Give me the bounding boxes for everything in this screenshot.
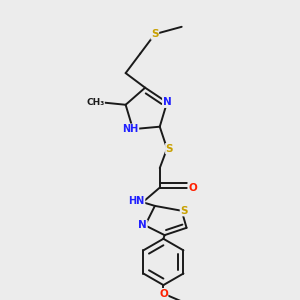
Text: S: S [166,144,173,154]
Text: S: S [151,29,159,39]
Text: N: N [138,220,147,230]
Text: S: S [180,206,188,216]
Text: HN: HN [128,196,145,206]
Text: O: O [159,289,168,298]
Text: CH₃: CH₃ [86,98,104,107]
Text: N: N [163,97,171,107]
Text: NH: NH [122,124,139,134]
Text: O: O [188,183,197,193]
